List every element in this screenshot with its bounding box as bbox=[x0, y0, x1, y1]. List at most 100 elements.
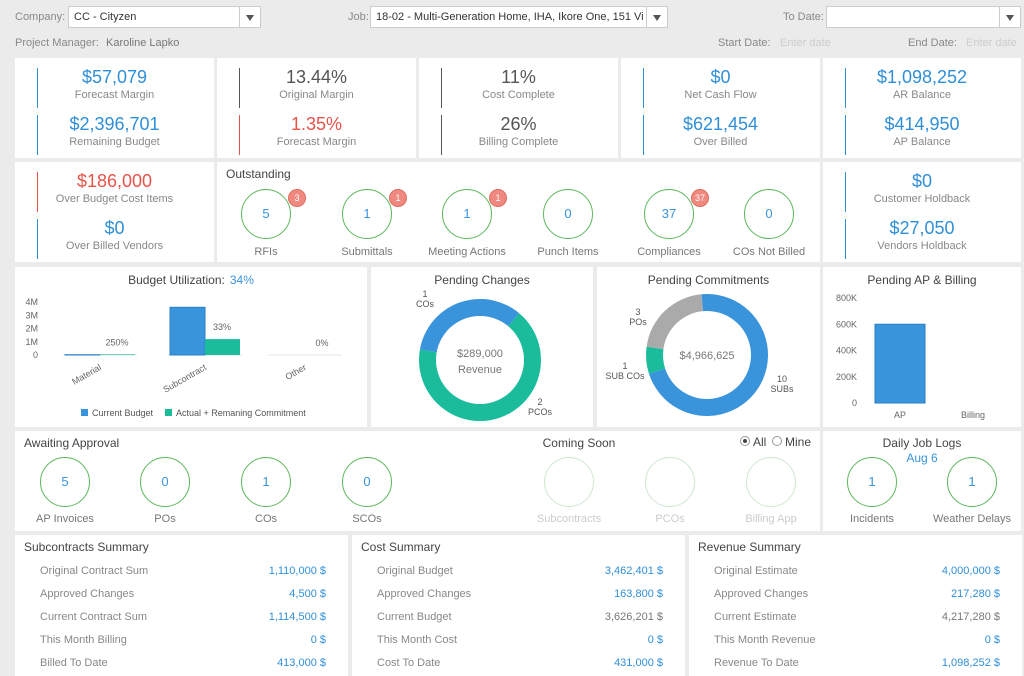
legend-swatch bbox=[165, 409, 172, 416]
count-circle bbox=[746, 457, 796, 507]
radio-label: Mine bbox=[785, 435, 812, 449]
kpi-label: Over Billed bbox=[693, 136, 748, 148]
kpi-label: Cost Complete bbox=[482, 89, 555, 101]
accent-line bbox=[845, 68, 846, 108]
percent-label: 250% bbox=[105, 337, 128, 347]
dropdown[interactable]: CC - Cityzen bbox=[68, 6, 261, 28]
slice-label: COs bbox=[416, 299, 435, 309]
circle-label: Punch Items bbox=[537, 246, 599, 258]
count-circle[interactable]: 1 bbox=[342, 189, 392, 239]
row-label: Current Contract Sum bbox=[40, 611, 147, 623]
slice-value: 1 bbox=[622, 361, 627, 371]
kpi-value: $414,950 bbox=[884, 114, 960, 134]
bar bbox=[169, 306, 206, 356]
date-input[interactable]: Enter date bbox=[780, 37, 831, 49]
radio-label: All bbox=[753, 435, 767, 449]
row-value: 4,000,000 $ bbox=[941, 565, 1000, 577]
dropdown[interactable] bbox=[826, 6, 1021, 28]
label: Job: bbox=[348, 11, 369, 23]
kpi-card: $57,079 Forecast Margin $2,396,701 Remainin… bbox=[15, 58, 214, 158]
row-value: 1,114,500 $ bbox=[268, 611, 326, 623]
accent-line bbox=[441, 68, 442, 108]
donut-slice bbox=[646, 294, 704, 350]
row-label: Billed To Date bbox=[40, 657, 108, 669]
text: Karoline Lapko bbox=[106, 37, 180, 49]
count-circle[interactable]: 1 bbox=[947, 457, 997, 507]
accent-line bbox=[37, 172, 38, 212]
y-tick-label: 2M bbox=[25, 324, 38, 334]
slice-value: 2 bbox=[537, 397, 542, 407]
kpi-card: $0 Net Cash Flow $621,454 Over Billed bbox=[621, 58, 820, 158]
kpi-value: $2,396,701 bbox=[69, 114, 160, 134]
count-circle[interactable]: 0 bbox=[140, 457, 190, 507]
count-circle[interactable]: 1 bbox=[847, 457, 897, 507]
dropdown-value: 18-02 - Multi-Generation Home, IHA, Ikor… bbox=[376, 11, 644, 23]
daily-logs-card: Daily Job Logs Aug 6 1 Incidents 1 Weather De… bbox=[823, 431, 1021, 531]
count-circle[interactable]: 1 bbox=[241, 457, 291, 507]
accent-line bbox=[37, 219, 38, 259]
slice-value: 1 bbox=[422, 289, 427, 299]
circle-label: Compliances bbox=[637, 246, 701, 258]
outstanding-card: Outstanding 5 RFIs 3 1 Submittals 1 1 Meeting Ac… bbox=[217, 162, 820, 262]
count-circle[interactable]: 0 bbox=[744, 189, 794, 239]
accent-line bbox=[643, 68, 644, 108]
kpi-label: Original Margin bbox=[279, 89, 354, 101]
circle-label: Subcontracts bbox=[536, 513, 602, 525]
label: To Date: bbox=[783, 11, 824, 23]
row-value: 1,098,252 $ bbox=[941, 657, 1000, 669]
summary-card: Revenue Summary Original Estimate 4,000,00… bbox=[689, 535, 1022, 676]
bar bbox=[205, 339, 240, 355]
donut-slice bbox=[419, 299, 520, 353]
row-value: 4,217,280 $ bbox=[941, 611, 1000, 623]
circle-label: Meeting Actions bbox=[428, 246, 506, 258]
card-title: Cost Summary bbox=[361, 540, 441, 554]
circle-label: POs bbox=[154, 513, 176, 525]
count-circle bbox=[645, 457, 695, 507]
card-title: Daily Job Logs bbox=[882, 436, 962, 450]
kpi-label: AP Balance bbox=[893, 136, 951, 148]
accent-line bbox=[239, 115, 240, 155]
row-label: This Month Cost bbox=[377, 634, 458, 646]
count-circle bbox=[544, 457, 594, 507]
row-value: 0 $ bbox=[984, 634, 1000, 646]
label: Project Manager: bbox=[15, 37, 99, 49]
row-label: This Month Revenue bbox=[714, 634, 816, 646]
accent-line bbox=[845, 115, 846, 155]
kpi-value: $1,098,252 bbox=[876, 67, 968, 87]
kpi-label: Remaining Budget bbox=[69, 136, 160, 148]
count-circle[interactable]: 37 bbox=[644, 189, 694, 239]
row-label: Approved Changes bbox=[714, 588, 809, 600]
bar bbox=[100, 354, 135, 355]
circle-label: PCOs bbox=[655, 513, 685, 525]
badge: 1 bbox=[489, 189, 507, 207]
radio[interactable] bbox=[772, 436, 782, 446]
row-label: Cost To Date bbox=[377, 657, 441, 669]
count-circle[interactable]: 0 bbox=[342, 457, 392, 507]
count-circle[interactable]: 1 bbox=[442, 189, 492, 239]
row-label: This Month Billing bbox=[40, 634, 127, 646]
chart-card: 1 SUB COs 3 POs 10 SUBs $4,966,625 Pending Comm… bbox=[597, 267, 820, 427]
y-tick-label: 0 bbox=[852, 398, 857, 408]
kpi-label: Net Cash Flow bbox=[684, 89, 757, 101]
count-circle[interactable]: 5 bbox=[40, 457, 90, 507]
date-input[interactable]: Enter date bbox=[966, 37, 1017, 49]
dropdown[interactable]: 18-02 - Multi-Generation Home, IHA, Ikor… bbox=[370, 6, 668, 28]
dropdown-divider bbox=[999, 7, 1000, 27]
kpi-value: 11% bbox=[501, 67, 536, 87]
circle-label: COs Not Billed bbox=[732, 246, 806, 258]
legend-label: Actual + Remaning Commitment bbox=[176, 408, 306, 418]
chart-card: 0 1M 2M 3M 4M 250% Material 33% Subcontract 0% Oth… bbox=[15, 267, 367, 427]
accent-line bbox=[845, 219, 846, 259]
kpi-value: 26% bbox=[500, 114, 537, 134]
dropdown-value: CC - Cityzen bbox=[74, 11, 137, 23]
dropdown-arrow bbox=[246, 15, 254, 21]
card-title: Subcontracts Summary bbox=[24, 540, 149, 554]
y-tick-label: 3M bbox=[25, 310, 38, 320]
y-tick-label: 0 bbox=[33, 350, 38, 360]
count-circle[interactable]: 0 bbox=[543, 189, 593, 239]
count-circle[interactable]: 5 bbox=[241, 189, 291, 239]
slice-value: 10 bbox=[777, 374, 787, 384]
kpi-label: Over Billed Vendors bbox=[65, 240, 164, 252]
